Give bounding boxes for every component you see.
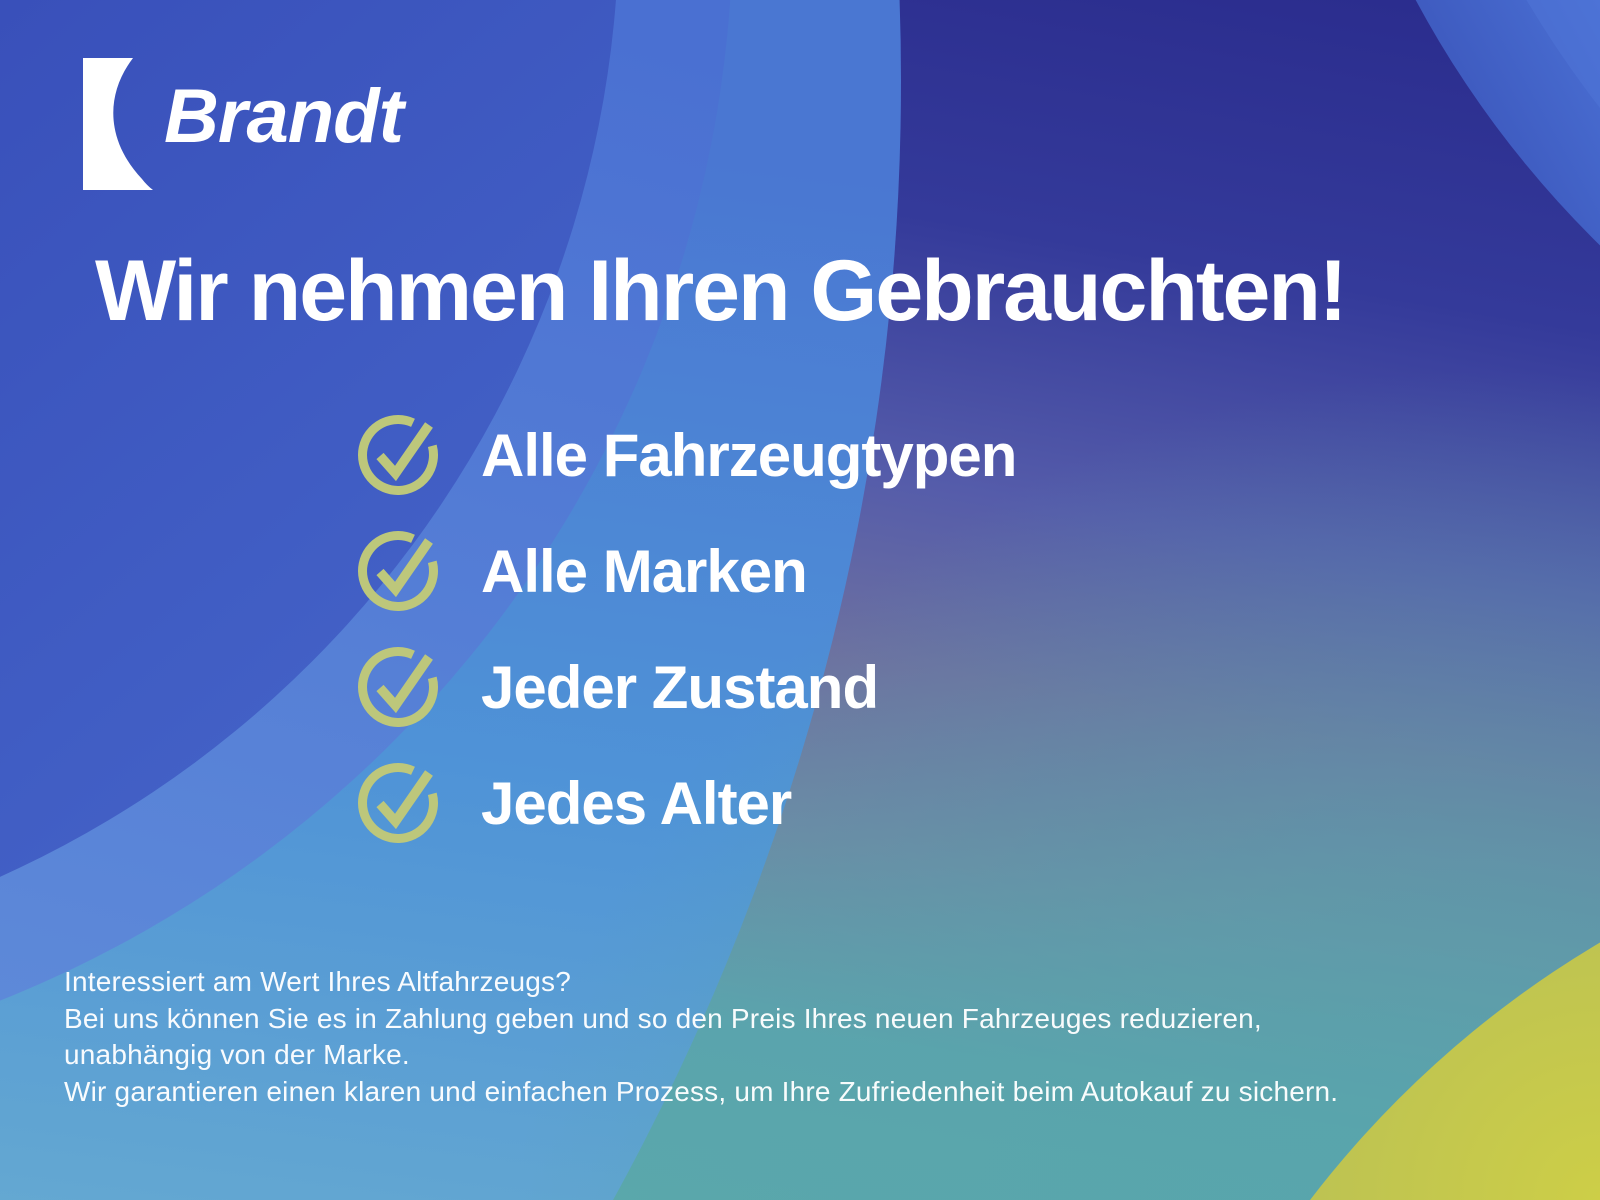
- check-circle-icon: [358, 530, 438, 611]
- checklist-item-label: Alle Marken: [481, 537, 808, 605]
- checklist-item: Jedes Alter: [355, 760, 1016, 846]
- checklist-item: Jeder Zustand: [355, 644, 1016, 730]
- checklist-item: Alle Fahrzeugtypen: [355, 412, 1017, 498]
- check-circle-icon: [358, 646, 438, 727]
- checklist-item-label: Jedes Alter: [481, 769, 792, 837]
- checklist: Alle Fahrzeugtypen Alle Marken Jeder Zus…: [355, 412, 1017, 846]
- brand-name: Brandt: [164, 74, 404, 159]
- brand-logo: Brandt: [80, 58, 404, 190]
- checklist-item-label: Alle Fahrzeugtypen: [481, 421, 1017, 489]
- check-circle-icon: [358, 414, 438, 495]
- footer-text: Interessiert am Wert Ihres Altfahrzeugs?…: [64, 964, 1514, 1110]
- brandt-logo-mark-icon: [83, 58, 153, 190]
- footer-line: unabhängig von der Marke.: [64, 1039, 410, 1070]
- footer-line: Wir garantieren einen klaren und einfach…: [64, 1075, 1339, 1107]
- checklist-item-label: Jeder Zustand: [481, 653, 879, 721]
- headline: Wir nehmen Ihren Gebrauchten!: [95, 243, 1348, 339]
- checklist-item: Alle Marken: [355, 528, 1016, 614]
- footer-line: Bei uns können Sie es in Zahlung geben u…: [64, 1002, 1262, 1034]
- footer-line: Interessiert am Wert Ihres Altfahrzeugs?: [64, 966, 572, 997]
- bg-olive-corner: [1310, 942, 1600, 1200]
- check-circle-icon: [358, 762, 438, 843]
